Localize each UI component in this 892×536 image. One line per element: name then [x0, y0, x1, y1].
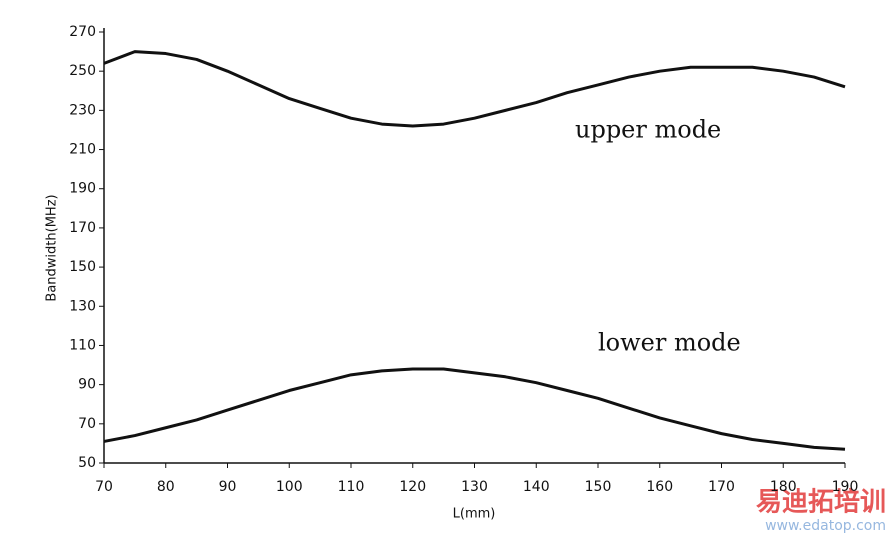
y-tick-label: 70: [78, 416, 96, 432]
y-tick-label: 50: [78, 455, 96, 471]
y-tick-label: 230: [69, 102, 96, 118]
x-tick-label: 120: [399, 479, 426, 495]
x-tick-label: 150: [585, 479, 612, 495]
y-tick-label: 90: [78, 377, 96, 393]
y-tick-label: 110: [69, 337, 96, 353]
x-tick-label: 110: [338, 479, 365, 495]
x-tick-label: 190: [832, 479, 859, 495]
y-tick-label: 270: [69, 24, 96, 40]
x-tick-label: 80: [157, 479, 175, 495]
x-tick-label: 90: [219, 479, 237, 495]
x-tick-label: 70: [95, 479, 113, 495]
y-axis-label: Bandwidth(MHz): [45, 194, 60, 301]
series-label: lower mode: [598, 329, 741, 357]
watermark: 易迪拓培训: [756, 488, 886, 518]
x-tick-label: 140: [523, 479, 550, 495]
x-tick-label: 170: [708, 479, 735, 495]
y-tick-label: 190: [69, 181, 96, 197]
series-line: [103, 50, 846, 128]
watermark: www.edatop.com: [765, 518, 886, 534]
x-tick-label: 100: [276, 479, 303, 495]
x-tick-label: 180: [770, 479, 797, 495]
y-tick-label: 250: [69, 63, 96, 79]
y-tick-label: 170: [69, 220, 96, 236]
y-tick-label: 150: [69, 259, 96, 275]
series-label: upper mode: [575, 116, 721, 144]
y-tick-label: 210: [69, 142, 96, 158]
x-axis-label: L(mm): [453, 507, 496, 522]
x-tick-label: 130: [461, 479, 488, 495]
y-tick-label: 130: [69, 298, 96, 314]
series-line: [103, 367, 846, 451]
x-tick-label: 160: [646, 479, 673, 495]
